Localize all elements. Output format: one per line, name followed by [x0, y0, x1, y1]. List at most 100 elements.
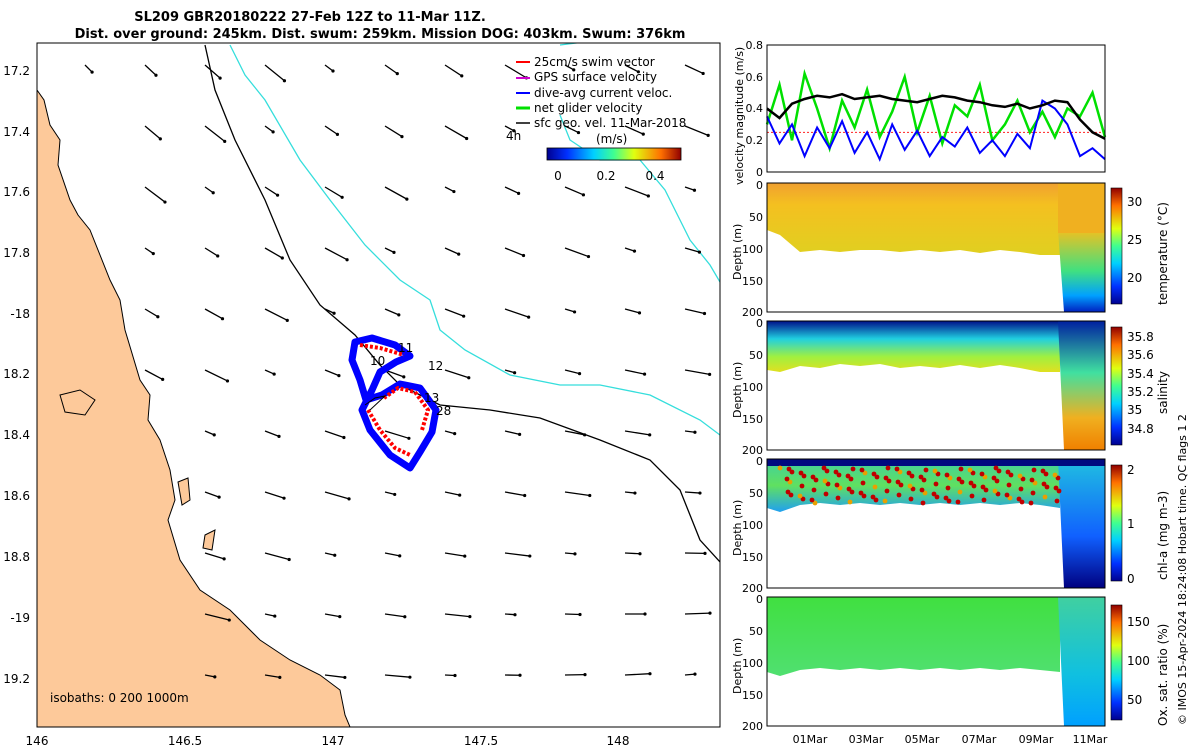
chla-dot: [835, 495, 841, 501]
island-2: [202, 529, 216, 551]
current-arrow-100: [384, 674, 410, 678]
current-arrow-44: [324, 308, 335, 314]
legend-entry-sfc: sfc geo. vel. 11-Mar-2018: [534, 116, 686, 130]
chla-dot: [845, 473, 851, 479]
chla-dot: [1056, 488, 1062, 494]
current-arrow-38: [564, 247, 589, 258]
map-ytick-18-6: 18.6: [3, 489, 30, 503]
chla-dot: [1041, 481, 1047, 487]
title-line-1: SL209 GBR20180222 27-Feb 12Z to 11-Mar 1…: [134, 10, 486, 25]
current-arrow-30: [684, 186, 695, 191]
map-ytick-17-6: 17.6: [3, 185, 30, 199]
chla-dot: [906, 470, 912, 476]
chla-dot: [898, 482, 904, 488]
current-arrow-10: [684, 64, 704, 75]
current-arrow-head: [646, 194, 650, 198]
sal-ytick-150: 150: [742, 413, 763, 426]
oxygen-field-deep: [1058, 597, 1105, 726]
map-ytick-17-4: 17.4: [3, 125, 30, 139]
chla-dot: [823, 491, 829, 497]
chl-ytick-150: 150: [742, 551, 763, 564]
map-xtick-146: 146: [26, 734, 49, 748]
current-arrow-32: [204, 247, 219, 257]
current-arrow-head: [460, 74, 464, 78]
current-arrow-head: [452, 189, 456, 194]
chla-dot: [996, 468, 1002, 474]
chla-dot: [874, 474, 880, 480]
chla-dot: [894, 466, 900, 472]
current-arrow-head: [578, 612, 582, 617]
current-arrow-76: [564, 491, 590, 497]
current-arrow-head: [395, 72, 399, 76]
current-arrow-52: [204, 369, 228, 382]
sal-cbar-35-6: 35.6: [1127, 348, 1154, 362]
map-ytick-19: -19: [10, 611, 30, 625]
salinity-panel: 35.8 35.6 35.4 35.2 35 34.8 salinity 0 5…: [731, 317, 1170, 457]
current-arrow-head: [577, 372, 582, 376]
chla-dot: [955, 499, 961, 505]
date-tick-07mar: 07Mar: [962, 733, 997, 746]
chl-cbar-1: 1: [1127, 517, 1135, 531]
legend-entry-net: net glider velocity: [534, 101, 642, 115]
current-arrow-head: [272, 372, 276, 376]
temp-cbar-25: 25: [1127, 233, 1142, 247]
current-arrow-head: [275, 193, 280, 197]
current-arrow-head: [392, 250, 396, 254]
map-ytick-19-2: 19.2: [3, 672, 30, 686]
chla-dot: [1005, 469, 1011, 475]
temperature-y-ticks: 0 50 100 150 200: [742, 179, 763, 319]
ox-ytick-0: 0: [756, 593, 763, 606]
chla-dot: [873, 497, 879, 503]
chla-dot: [967, 467, 973, 473]
chla-dot: [896, 492, 902, 498]
track-red-swim: [359, 343, 431, 457]
chla-dot: [1017, 473, 1023, 479]
chla-dot: [995, 491, 1001, 497]
chla-dot: [862, 470, 868, 476]
current-arrow-20: [684, 125, 709, 136]
current-arrow-84: [504, 552, 530, 557]
oxygen-panel: 150 100 50 Ox. sat. ratio (%) 0 50 100 1…: [731, 593, 1170, 746]
current-arrow-head: [285, 318, 289, 322]
current-arrow-head: [518, 432, 522, 436]
oxygen-frame: [766, 596, 1106, 727]
current-arrow-head: [158, 137, 162, 141]
current-arrow-35: [384, 247, 395, 253]
current-arrow-48: [564, 308, 575, 313]
chla-dot: [1055, 475, 1061, 481]
map-y-ticks: 17.2 17.4 17.6 17.8 -18 18.2 18.4 18.6 1…: [3, 64, 30, 686]
current-arrow-45: [384, 308, 400, 316]
temp-cbar-30: 30: [1127, 195, 1142, 209]
oxygen-ylabel: Depth (m): [731, 638, 744, 694]
temperature-colorbar: [1110, 187, 1123, 305]
current-arrow-85: [564, 552, 576, 555]
vel-ytick-0-6: 0.6: [746, 71, 764, 84]
current-arrow-13: [264, 125, 274, 133]
current-arrow-83: [444, 552, 465, 557]
salinity-field: [767, 321, 1060, 372]
current-arrow-71: [264, 491, 285, 499]
current-arrow-head: [331, 69, 335, 73]
temp-ytick-50: 50: [749, 211, 763, 224]
chla-dot: [923, 467, 929, 473]
chl-ytick-100: 100: [742, 519, 763, 532]
sal-ytick-200: 200: [742, 444, 763, 457]
map-frame: [36, 42, 721, 728]
sal-cbar-35-2: 35.2: [1127, 385, 1154, 399]
current-arrow-head: [632, 249, 637, 253]
map-ytick-18-2: 18.2: [3, 367, 30, 381]
chla-dot: [1008, 472, 1014, 478]
chla-dot: [1042, 494, 1048, 500]
chla-dot: [1031, 467, 1037, 473]
current-arrow-head: [271, 130, 275, 134]
current-arrow-70: [204, 491, 220, 498]
chla-dot: [884, 488, 890, 494]
chla-dot: [909, 473, 915, 479]
current-arrow-head: [340, 195, 344, 199]
current-arrow-43: [264, 308, 288, 321]
current-arrow-head: [154, 73, 158, 77]
current-arrow-47: [504, 308, 529, 318]
current-arrow-head: [463, 554, 467, 558]
current-arrow-90: [324, 613, 340, 618]
current-arrow-16: [444, 125, 467, 140]
